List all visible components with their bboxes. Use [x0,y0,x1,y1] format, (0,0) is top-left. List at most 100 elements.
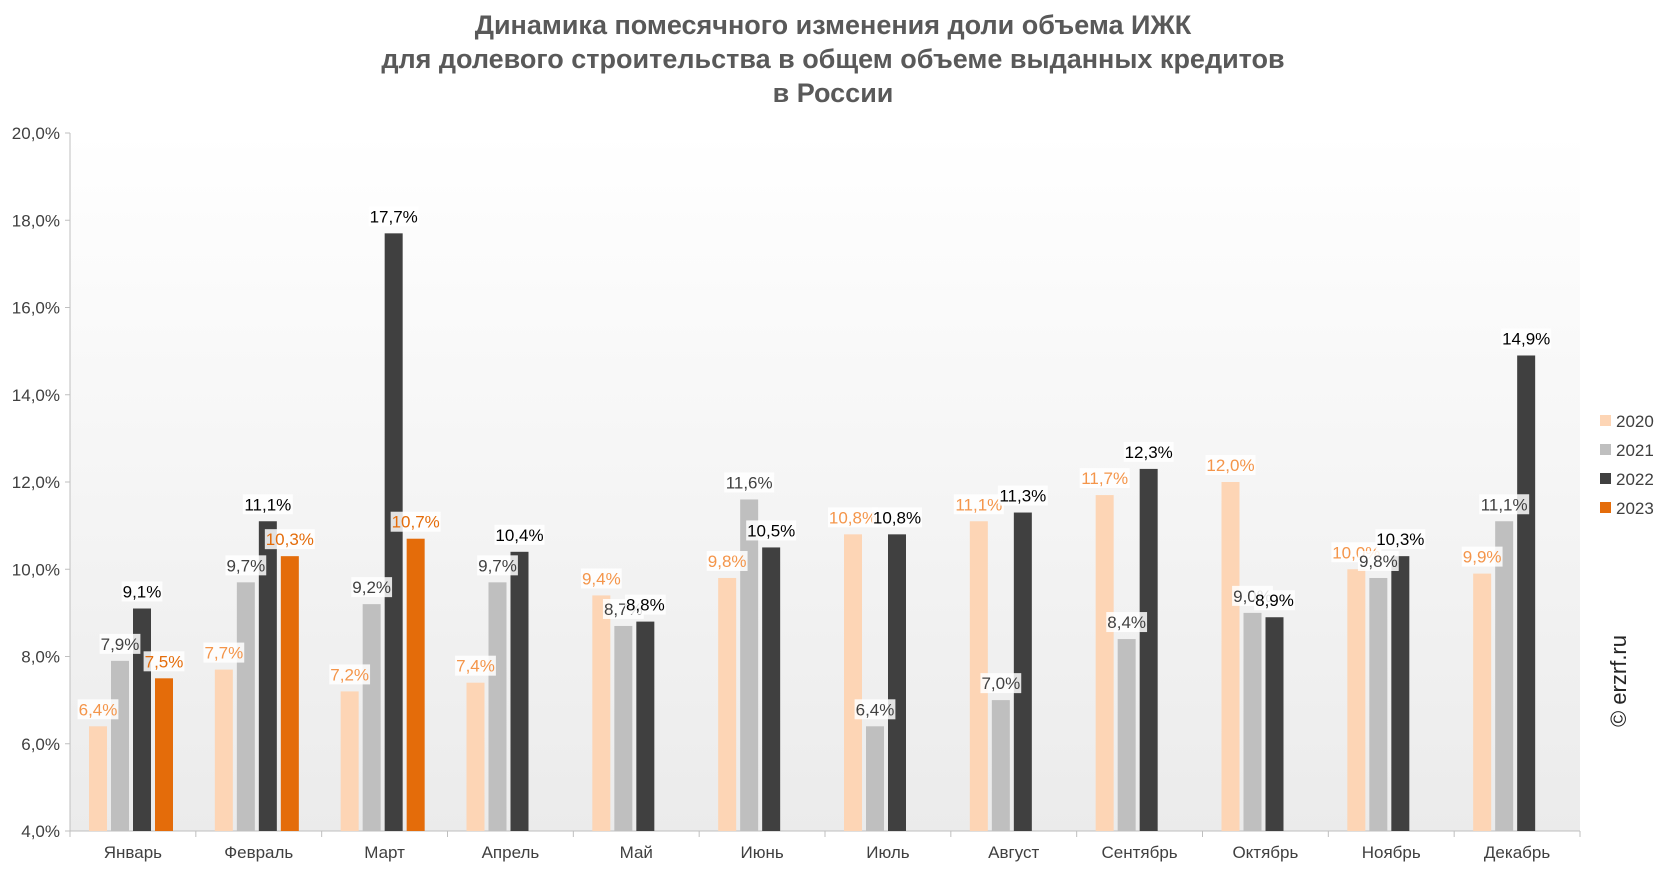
x-tick-label: Февраль [224,843,293,862]
y-tick-label: 10,0% [12,560,60,579]
axes: 4,0% 6,0% 8,0% 10,0% 12,0% 14,0% 16,0% 18,0% 20,… [12,124,1581,862]
data-label-2022-4: 10,4% [495,526,543,545]
bar-2021-1 [111,660,129,831]
bar-2020-2 [214,669,233,831]
data-label-2022-9: 12,3% [1125,443,1173,462]
legend-swatch-2021 [1600,444,1611,455]
y-tick-label: 20,0% [12,124,60,143]
bar-2020-11 [1347,569,1366,831]
bar-2020-5 [592,595,611,831]
bar-2021-3 [362,604,381,831]
data-label-bg [99,633,141,654]
y-tick-label: 6,0% [21,735,60,754]
data-label-2022-3: 17,7% [370,207,418,226]
y-tick-label: 4,0% [21,822,60,841]
data-label-bg [1254,590,1295,611]
data-label-bg [828,507,878,528]
data-label-bg [203,642,245,663]
data-label-2020-2: 7,7% [204,644,243,663]
data-label-bg [390,511,441,532]
bars [89,233,1536,831]
bar-2021-4 [488,582,507,831]
data-label-bg [77,699,119,720]
data-label-2022-10: 8,9% [1255,591,1294,610]
data-label-2021-8: 7,0% [981,674,1020,693]
data-label-bg [746,520,797,541]
bar-2020-1 [89,726,107,831]
bar-2020-8 [969,521,988,831]
watermark: © erzrf.ru [1606,635,1631,727]
y-tick-label: 16,0% [12,299,60,318]
data-label-bg [494,524,545,545]
bar-2022-6 [762,547,781,831]
y-tick-label: 14,0% [12,386,60,405]
data-label-bg [580,568,622,589]
x-tick-label: Май [620,843,653,862]
data-label-2023-2: 10,3% [266,530,314,549]
data-label-bg [724,472,775,493]
bar-2020-9 [1095,495,1114,831]
data-label-2023-3: 10,7% [392,513,440,532]
legend-label-2020: 2020 [1616,412,1654,431]
data-label-2022-8: 11,3% [999,487,1046,506]
bar-2021-11 [1369,577,1388,831]
bar-2022-4 [510,551,529,831]
bar-2023-2 [280,556,299,831]
chart-title: Динамика помесячного изменения доли объе… [0,8,1666,110]
data-label-2022-12: 14,9% [1502,329,1550,348]
data-label-2021-12: 11,1% [1481,495,1528,514]
data-labels: 6,4% 7,7% 7,2% 7,4% 9,4% 9,8% 10,8% 11,1% 11,7% 1… [77,206,1552,720]
chart-title-line-1: Динамика помесячного изменения доли объе… [474,10,1192,40]
bar-2022-12 [1517,355,1536,831]
data-label-bg [1205,455,1256,475]
data-label-2022-11: 10,3% [1376,530,1424,549]
bar-2022-2 [258,521,277,831]
x-tick-label: Октябрь [1232,843,1298,862]
data-label-bg [1357,550,1399,571]
bar-2021-7 [866,726,884,831]
data-label-bg [368,206,419,227]
bar-2022-5 [636,621,655,831]
legend-label-2021: 2021 [1616,441,1654,460]
data-label-bg [980,673,1022,694]
data-label-2021-11: 9,8% [1359,552,1398,571]
x-tick-label: Март [364,843,405,862]
data-label-bg [477,555,518,576]
bar-2021-9 [1117,639,1136,831]
x-tick-label: Июль [866,843,910,862]
bar-2021-12 [1495,521,1514,831]
data-label-2021-9: 8,4% [1107,613,1146,632]
y-tick-label: 18,0% [12,211,60,230]
data-label-2020-8: 11,1% [955,495,1002,514]
data-label-2021-2: 9,7% [226,556,265,575]
data-label-2020-12: 9,9% [1463,548,1502,567]
x-tick-label: Август [988,843,1039,862]
legend-swatch-2023 [1600,502,1611,513]
data-label-2020-10: 12,0% [1206,456,1254,475]
bar-2022-8 [1013,512,1032,831]
data-label-2020-9: 11,7% [1081,469,1128,488]
data-label-bg [1461,546,1503,567]
data-label-2020-5: 9,4% [582,569,621,588]
data-label-bg [997,485,1048,506]
data-label-2020-4: 7,4% [456,657,495,676]
y-tick-label: 8,0% [21,648,60,667]
data-label-2021-4: 9,7% [478,556,517,575]
bar-2022-3 [384,233,403,831]
data-label-2023-1: 7,5% [145,652,184,671]
x-tick-label: Июнь [740,843,783,862]
data-label-2021-7: 6,4% [856,700,895,719]
bar-2021-8 [991,700,1010,831]
data-label-2020-6: 9,8% [708,552,747,571]
bar-2022-11 [1391,556,1410,831]
data-label-2020-1: 6,4% [79,700,118,719]
data-label-2021-1: 7,9% [101,635,140,654]
legend: 2020 2021 2022 2023 [1600,412,1654,518]
bar-2022-9 [1139,468,1158,831]
data-label-bg [121,581,163,602]
data-label-bg [706,550,748,571]
data-label-bg [1375,529,1426,550]
bar-2021-6 [740,499,759,831]
data-label-bg [953,494,1004,515]
data-label-2021-3: 9,2% [352,578,391,597]
